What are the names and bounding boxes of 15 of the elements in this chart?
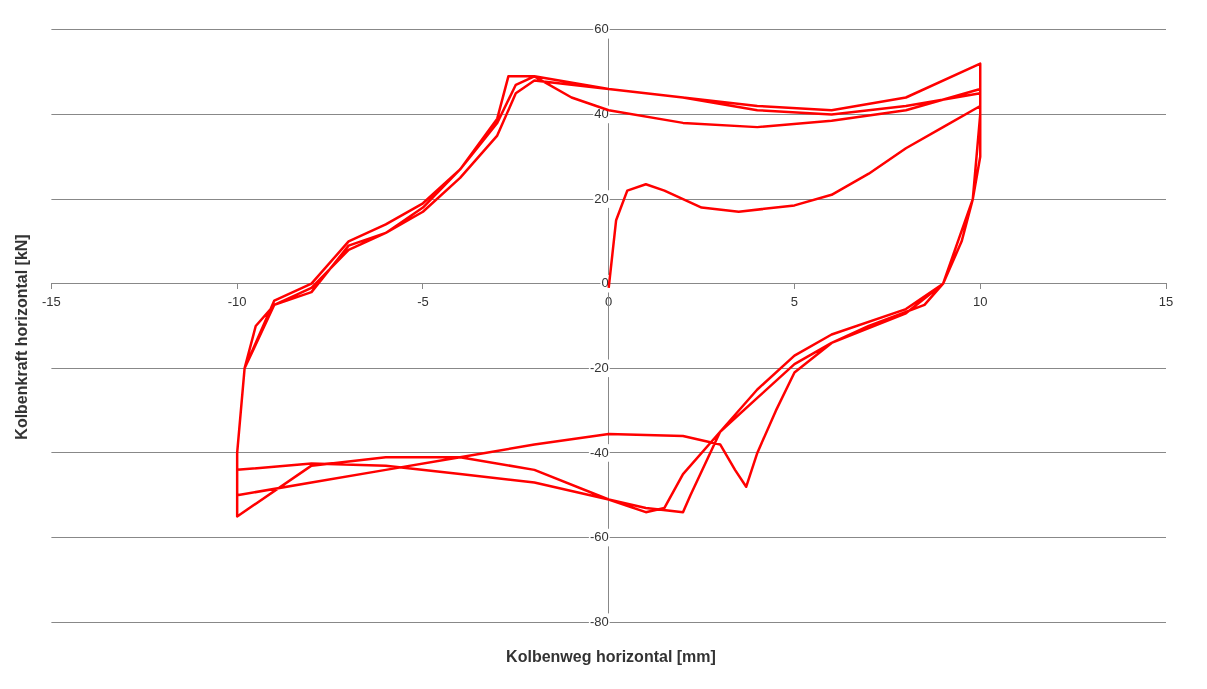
y-tick-label: -60	[589, 529, 609, 545]
x-tick-label: 15	[1158, 294, 1174, 310]
x-tick-label: -10	[227, 294, 247, 310]
x-tick-label: -5	[417, 294, 429, 310]
y-tick-label: 60	[594, 21, 609, 37]
y-tick-label: 20	[594, 190, 609, 206]
x-tick-label: 10	[973, 294, 988, 310]
y-axis-title: Kolbenkraft horizontal [kN]	[13, 234, 31, 440]
y-tick-label: -80	[589, 613, 609, 629]
y-tick-label: -20	[589, 359, 609, 375]
y-tick-label: -40	[589, 444, 609, 460]
x-tick-label: -15	[42, 294, 61, 310]
x-axis-title: Kolbenweg horizontal [mm]	[505, 648, 717, 666]
x-tick-label: 5	[790, 294, 799, 310]
y-tick-label: 0	[601, 275, 609, 291]
